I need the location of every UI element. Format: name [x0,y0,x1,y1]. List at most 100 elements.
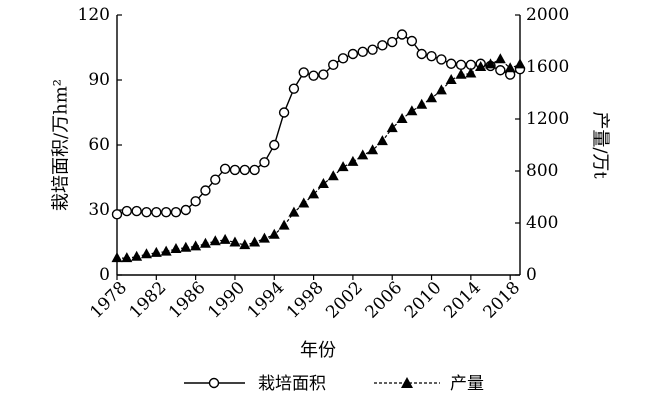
yield-data-point [199,237,211,248]
right-y-axis-ticks: 0 400 800 1200 1600 2000 [515,5,569,285]
yield-data-point [485,58,497,69]
yield-data-point [465,67,477,78]
area-data-point [210,174,221,185]
yield-data-point [357,149,369,160]
right-y-tick-label: 400 [526,213,558,233]
left-y-tick-label: 30 [88,200,110,220]
x-tick-label: 2006 [362,278,407,323]
x-tick-label: 2014 [440,278,485,323]
legend-yield-label: 产量 [450,374,484,394]
area-data-point [160,206,172,218]
x-tick-label: 2002 [322,278,367,323]
yield-data-point [288,206,300,217]
yield-data-point [435,84,447,95]
area-data-point [406,35,418,47]
area-data-point [269,139,280,151]
x-tick-label: 2010 [401,278,446,323]
yield-data-point [494,53,506,64]
yield-data-point [121,252,133,263]
legend-item-yield: 产量 [374,374,484,394]
area-data-point [219,163,231,175]
area-data-point [445,58,457,69]
area-data-point [121,205,133,217]
x-tick-label: 2018 [480,278,525,323]
area-data-point [239,164,250,176]
right-y-tick-label: 1600 [526,57,569,77]
right-y-tick-label: 0 [526,265,537,285]
area-data-point [170,206,182,218]
yield-data-point [376,135,388,146]
area-data-point [288,83,300,94]
x-tick-label: 1982 [126,278,171,323]
yield-data-point [140,248,152,259]
area-data-point [278,107,290,118]
area-data-point [190,196,201,207]
area-data-point [436,54,447,65]
yield-data-point [386,122,398,133]
area-data-point [396,29,408,40]
area-data-point [200,185,211,196]
left-y-axis-title: 栽培面积/万hm² [51,79,72,211]
area-data-point [495,65,506,76]
yield-data-point [150,246,162,257]
yield-data-point [209,235,221,246]
x-axis-ticks: 1978198219861990199419982002200620102014… [86,275,524,323]
x-axis-title: 年份 [300,340,336,361]
area-data-point [367,44,378,55]
area-data-point [357,46,368,58]
x-tick-label: 1990 [204,278,249,323]
area-data-point [180,204,192,216]
yield-data-point [111,252,123,263]
yield-data-point [229,236,241,247]
area-data-point [259,157,270,168]
yield-data-point [160,245,172,256]
yield-data-point [170,243,182,253]
left-y-tick-label: 0 [99,265,110,285]
yield-data-point [337,161,349,172]
area-data-point [455,59,467,71]
area-data-point [318,69,329,80]
right-y-tick-label: 800 [526,161,558,181]
yield-data-point [219,233,231,244]
area-data-point [377,40,388,51]
yield-data-point [396,113,408,123]
area-data-point [141,206,152,218]
right-y-tick-label: 2000 [526,5,569,25]
yield-data-point [278,219,290,230]
series-layer [111,29,526,263]
area-data-point [387,36,398,48]
yield-data-point [475,61,487,71]
area-data-point [416,48,427,60]
x-tick-label: 1998 [283,278,328,323]
legend-area-label: 栽培面积 [258,374,326,394]
left-y-tick-label: 60 [88,135,110,155]
legend: 栽培面积 产量 [184,374,484,394]
area-data-point [328,59,339,71]
yield-data-point [514,58,526,69]
yield-data-point [298,197,310,208]
yield-data-point [455,68,467,79]
area-data-point [111,209,123,220]
yield-data-point [416,98,428,109]
area-data-point [337,53,349,64]
area-data-point [151,206,162,218]
yield-data-point [180,241,192,252]
yield-series-line [117,58,521,259]
legend-item-area: 栽培面积 [184,374,326,394]
area-data-point [298,67,309,78]
area-data-point [426,50,437,62]
area-data-point [347,48,359,60]
yield-data-point [367,144,379,155]
yield-data-point [347,155,359,166]
yield-data-point [445,74,457,84]
yield-data-point [239,239,251,250]
yield-data-point [317,178,329,188]
yield-data-point [327,170,339,181]
yield-data-point [406,105,418,116]
legend-area-marker [208,377,220,389]
left-y-axis-ticks: 0 30 60 90 120 [78,5,122,285]
area-data-point [131,205,142,217]
yield-data-point [268,228,280,239]
yield-data-point [190,240,202,251]
